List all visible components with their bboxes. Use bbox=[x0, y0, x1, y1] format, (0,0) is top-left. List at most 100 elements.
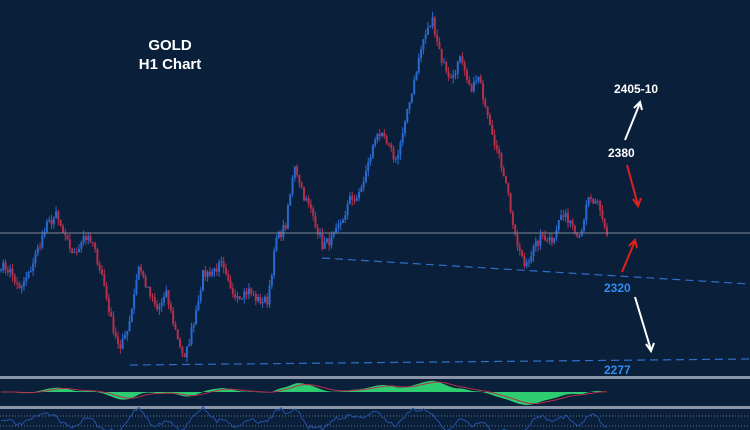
candle bbox=[445, 62, 448, 72]
candle bbox=[96, 249, 99, 265]
candle bbox=[238, 296, 241, 299]
candle bbox=[13, 275, 16, 283]
candle bbox=[426, 27, 429, 35]
candle bbox=[275, 238, 278, 251]
candle bbox=[181, 346, 184, 354]
candle bbox=[424, 34, 427, 40]
candle bbox=[351, 196, 354, 200]
candle bbox=[64, 232, 67, 236]
candle bbox=[443, 62, 446, 64]
candle bbox=[328, 238, 331, 246]
candle bbox=[525, 261, 528, 267]
candle bbox=[364, 170, 367, 182]
candle bbox=[546, 240, 549, 242]
candle bbox=[459, 56, 462, 62]
candle bbox=[521, 250, 524, 256]
candle bbox=[66, 235, 69, 240]
candle bbox=[502, 168, 505, 177]
candle bbox=[57, 211, 60, 220]
candle bbox=[153, 297, 156, 305]
candle bbox=[335, 227, 338, 233]
candle bbox=[183, 353, 186, 358]
candle bbox=[394, 158, 397, 160]
oscillator-signal-line bbox=[0, 381, 608, 405]
candles bbox=[0, 11, 608, 363]
candle bbox=[112, 316, 115, 333]
candle bbox=[560, 215, 563, 221]
candle bbox=[348, 196, 351, 205]
candle bbox=[6, 270, 9, 273]
candle bbox=[493, 134, 496, 146]
candle bbox=[454, 73, 457, 76]
candle bbox=[220, 261, 223, 263]
candle bbox=[511, 212, 514, 226]
candle bbox=[94, 243, 97, 250]
candle bbox=[16, 282, 19, 284]
candle bbox=[342, 219, 345, 223]
candle bbox=[436, 34, 439, 42]
candle bbox=[195, 310, 198, 325]
candle bbox=[270, 274, 273, 286]
candle bbox=[573, 225, 576, 233]
candle bbox=[392, 148, 395, 160]
candle bbox=[250, 288, 253, 294]
level-label-2320: 2320 bbox=[604, 281, 631, 295]
candle bbox=[404, 122, 406, 134]
candle bbox=[592, 198, 595, 204]
candle bbox=[491, 124, 494, 135]
candle bbox=[247, 288, 250, 295]
candle bbox=[555, 229, 558, 238]
candle bbox=[68, 239, 71, 249]
candle bbox=[25, 277, 28, 282]
candle bbox=[222, 261, 225, 268]
candle bbox=[45, 221, 48, 232]
candle bbox=[585, 204, 588, 221]
candle bbox=[507, 183, 510, 194]
candle bbox=[429, 26, 432, 28]
candle bbox=[564, 212, 567, 217]
candle bbox=[383, 132, 386, 137]
candle bbox=[128, 321, 131, 332]
candle bbox=[544, 235, 547, 241]
chart-subtitle: H1 Chart bbox=[138, 56, 202, 73]
candle bbox=[447, 71, 450, 77]
candle bbox=[105, 286, 108, 299]
candle bbox=[211, 271, 214, 276]
candle bbox=[369, 157, 372, 162]
candle bbox=[73, 251, 76, 253]
candle bbox=[599, 201, 602, 211]
candle bbox=[9, 268, 12, 273]
candle bbox=[374, 139, 377, 146]
candle bbox=[325, 238, 328, 243]
candle bbox=[119, 344, 122, 349]
candle bbox=[192, 324, 195, 328]
candle bbox=[188, 344, 191, 347]
candle bbox=[323, 242, 326, 249]
candle bbox=[385, 136, 388, 144]
candle bbox=[55, 211, 58, 219]
candle bbox=[185, 346, 188, 358]
candle bbox=[433, 17, 436, 35]
candle bbox=[71, 248, 74, 253]
candle bbox=[298, 174, 301, 183]
candle bbox=[470, 84, 473, 92]
candle bbox=[162, 296, 165, 303]
candle bbox=[286, 205, 289, 229]
candle bbox=[144, 276, 147, 288]
candle bbox=[273, 250, 276, 275]
candle bbox=[80, 242, 83, 249]
candle bbox=[215, 268, 218, 272]
candle bbox=[234, 294, 237, 298]
candle bbox=[18, 283, 21, 289]
candle bbox=[576, 232, 579, 237]
candle bbox=[371, 145, 374, 158]
candle bbox=[376, 133, 379, 140]
candle bbox=[309, 203, 312, 209]
candle bbox=[167, 290, 170, 305]
candle bbox=[149, 286, 152, 297]
candle bbox=[213, 268, 216, 272]
candle bbox=[243, 291, 246, 299]
candle bbox=[530, 255, 533, 262]
level-label-2405-10: 2405-10 bbox=[614, 82, 659, 96]
candle bbox=[534, 241, 537, 247]
